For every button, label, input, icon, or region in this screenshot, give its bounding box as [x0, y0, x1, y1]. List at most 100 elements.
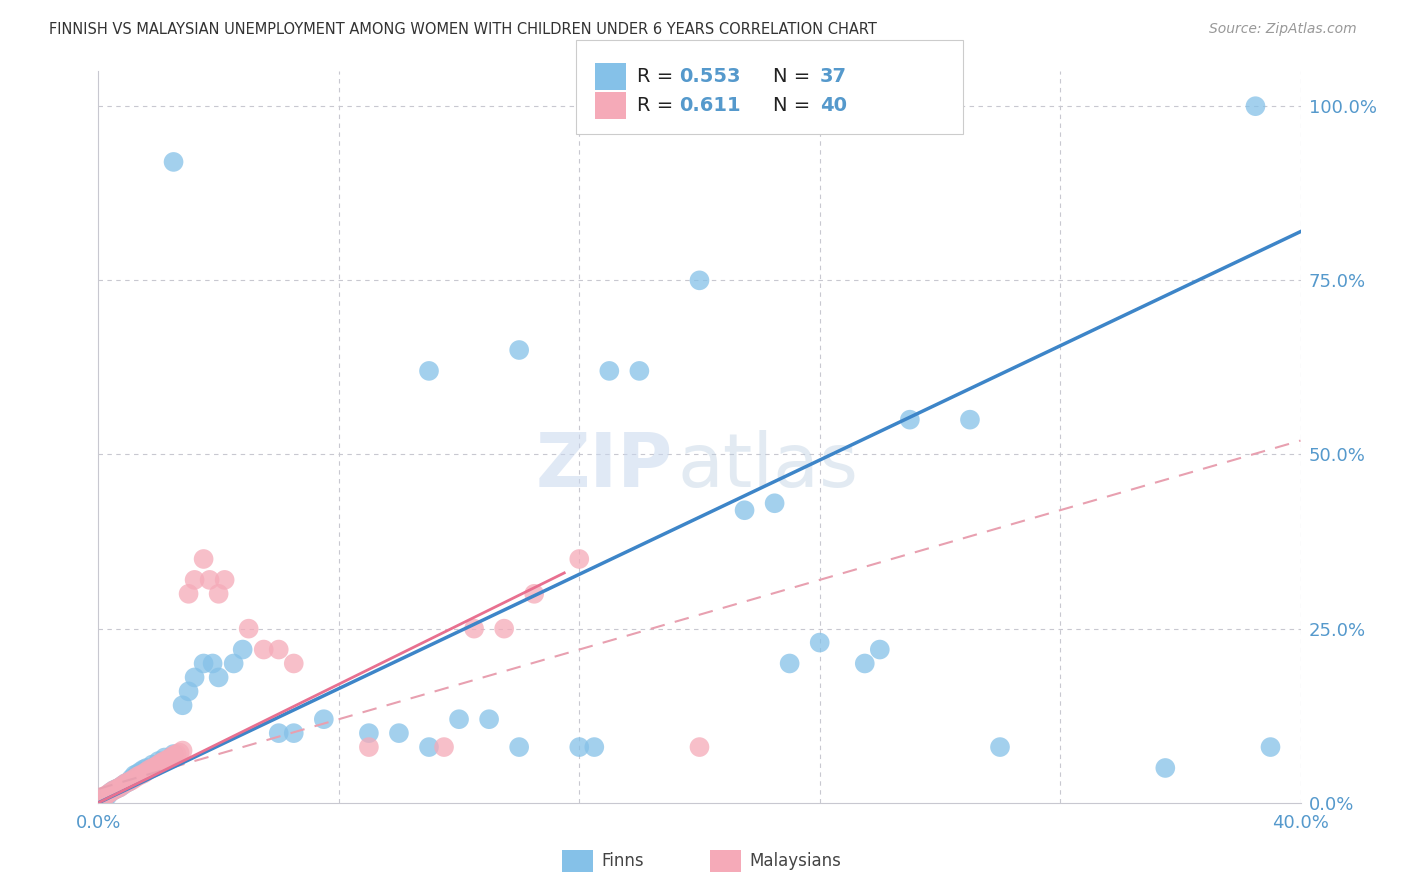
Point: [222, 657, 245, 671]
Point: [145, 759, 167, 773]
Point: [162, 748, 184, 763]
Text: atlas: atlas: [678, 430, 859, 503]
Point: [433, 740, 456, 755]
Point: [132, 763, 155, 777]
Point: [93, 790, 115, 805]
Point: [568, 740, 591, 755]
Text: 0.611: 0.611: [679, 96, 741, 115]
Point: [583, 740, 606, 755]
Point: [214, 573, 236, 587]
Point: [208, 587, 231, 601]
Point: [763, 496, 786, 510]
Point: [162, 747, 184, 761]
Point: [100, 785, 122, 799]
Point: [156, 753, 179, 767]
Point: [312, 712, 335, 726]
Point: [153, 750, 176, 764]
Point: [93, 792, 115, 806]
Point: [111, 778, 134, 792]
Point: [96, 788, 118, 802]
Text: 37: 37: [820, 67, 846, 87]
Point: [988, 740, 1011, 755]
Point: [198, 573, 221, 587]
Text: Source: ZipAtlas.com: Source: ZipAtlas.com: [1209, 22, 1357, 37]
Point: [127, 769, 149, 783]
Point: [898, 412, 921, 426]
Point: [598, 364, 620, 378]
Point: [238, 622, 260, 636]
Point: [628, 364, 651, 378]
Point: [172, 698, 194, 713]
Text: N =: N =: [773, 67, 817, 87]
Point: [127, 766, 149, 780]
Text: R =: R =: [637, 67, 679, 87]
Point: [283, 657, 305, 671]
Point: [508, 740, 530, 755]
Point: [111, 778, 134, 792]
Point: [183, 670, 205, 684]
Point: [193, 657, 215, 671]
Point: [135, 761, 157, 775]
Text: N =: N =: [773, 96, 817, 115]
Point: [447, 712, 470, 726]
Point: [267, 642, 290, 657]
Text: R =: R =: [637, 96, 686, 115]
Point: [779, 657, 801, 671]
Point: [283, 726, 305, 740]
Point: [159, 750, 181, 764]
Point: [114, 776, 136, 790]
Point: [689, 273, 711, 287]
Point: [124, 768, 146, 782]
Y-axis label: Unemployment Among Women with Children Under 6 years: Unemployment Among Women with Children U…: [0, 196, 7, 678]
Point: [124, 772, 146, 786]
Point: [1260, 740, 1282, 755]
Point: [108, 780, 131, 795]
Point: [108, 780, 131, 795]
Point: [153, 754, 176, 768]
Point: [418, 364, 440, 378]
Point: [494, 622, 516, 636]
Point: [267, 726, 290, 740]
Point: [357, 726, 380, 740]
Point: [114, 776, 136, 790]
Point: [105, 781, 128, 796]
Point: [100, 785, 122, 799]
Point: [117, 775, 139, 789]
Point: [808, 635, 831, 649]
Point: [105, 781, 128, 796]
Point: [166, 747, 188, 761]
Point: [141, 757, 163, 772]
Point: [478, 712, 501, 726]
Point: [172, 743, 194, 757]
Text: 0.553: 0.553: [679, 67, 741, 87]
Point: [129, 764, 152, 779]
Point: [253, 642, 276, 657]
Point: [117, 775, 139, 789]
Point: [523, 587, 546, 601]
Point: [183, 573, 205, 587]
Point: [418, 740, 440, 755]
Text: Finns: Finns: [602, 852, 644, 871]
Point: [138, 763, 160, 777]
Text: FINNISH VS MALAYSIAN UNEMPLOYMENT AMONG WOMEN WITH CHILDREN UNDER 6 YEARS CORREL: FINNISH VS MALAYSIAN UNEMPLOYMENT AMONG …: [49, 22, 877, 37]
Point: [388, 726, 411, 740]
Point: [169, 746, 191, 760]
Point: [232, 642, 254, 657]
Point: [177, 587, 200, 601]
Point: [162, 155, 184, 169]
Point: [129, 768, 152, 782]
Point: [141, 761, 163, 775]
Text: Malaysians: Malaysians: [749, 852, 841, 871]
Point: [135, 764, 157, 779]
Point: [959, 412, 981, 426]
Point: [201, 657, 224, 671]
Point: [508, 343, 530, 357]
Point: [148, 754, 170, 768]
Point: [121, 773, 143, 788]
Point: [148, 757, 170, 772]
Point: [689, 740, 711, 755]
Point: [132, 766, 155, 780]
Point: [103, 783, 125, 797]
Text: 40: 40: [820, 96, 846, 115]
Point: [568, 552, 591, 566]
